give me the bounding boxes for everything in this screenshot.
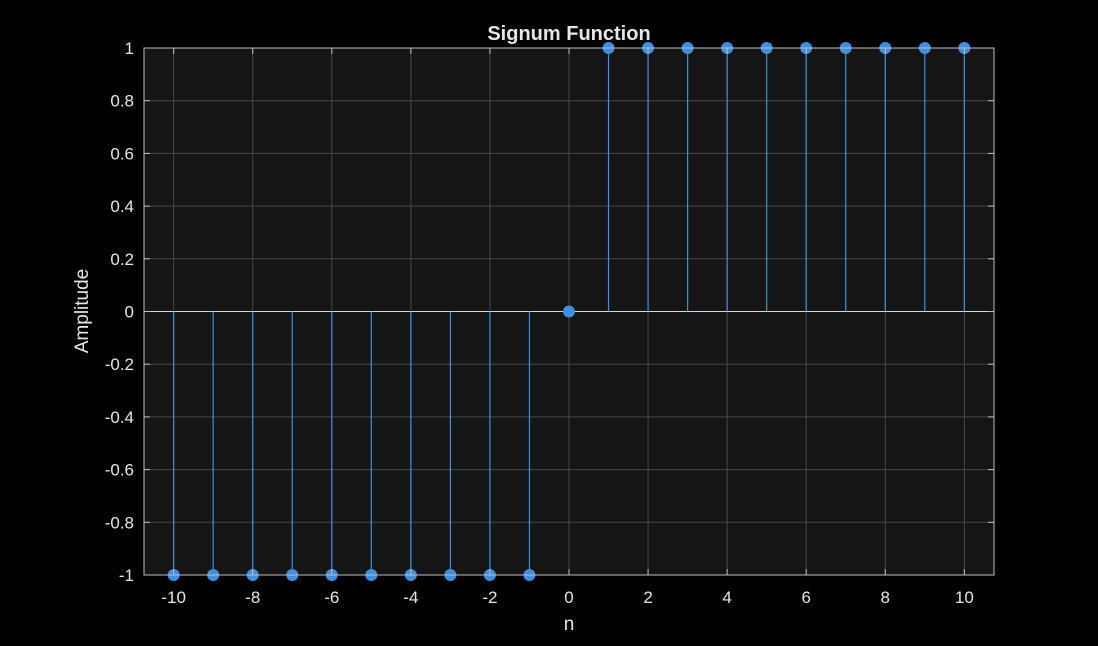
x-tick-label: 4 xyxy=(722,588,731,607)
chart-title: Signum Function xyxy=(487,23,650,45)
y-tick-label: 0.8 xyxy=(110,92,134,111)
x-tick-label: 0 xyxy=(564,588,573,607)
stem-marker xyxy=(563,305,575,318)
y-tick-label: -1 xyxy=(119,566,134,585)
y-tick-label: 1 xyxy=(125,39,134,58)
ticks: -10 -8 -6 -4 -2 0 2 4 6 8 10 -1 -0.8 -0.6 -0.4 -0.2 0 0.2… xyxy=(105,39,994,607)
x-tick-label: 6 xyxy=(801,588,810,607)
x-tick-label: -4 xyxy=(403,588,418,607)
y-tick-label: -0.2 xyxy=(105,355,134,374)
x-tick-label: 10 xyxy=(955,588,974,607)
y-tick-label: -0.4 xyxy=(105,408,134,427)
x-tick-label: -8 xyxy=(245,588,260,607)
y-tick-label: 0.2 xyxy=(110,250,134,269)
x-tick-label: -10 xyxy=(161,588,186,607)
x-tick-label: -6 xyxy=(324,588,339,607)
y-tick-label: 0.4 xyxy=(110,197,134,216)
x-tick-label: -2 xyxy=(482,588,497,607)
x-tick-label: 8 xyxy=(881,588,890,607)
y-tick-label: -0.8 xyxy=(105,513,134,532)
y-tick-label: 0 xyxy=(125,303,134,322)
y-axis-title: Amplitude xyxy=(72,269,93,354)
y-tick-label: 0.6 xyxy=(110,144,134,163)
x-tick-label: 2 xyxy=(643,588,652,607)
stems xyxy=(173,48,965,575)
x-axis-title: n xyxy=(564,614,575,635)
y-tick-label: -0.6 xyxy=(105,461,134,480)
